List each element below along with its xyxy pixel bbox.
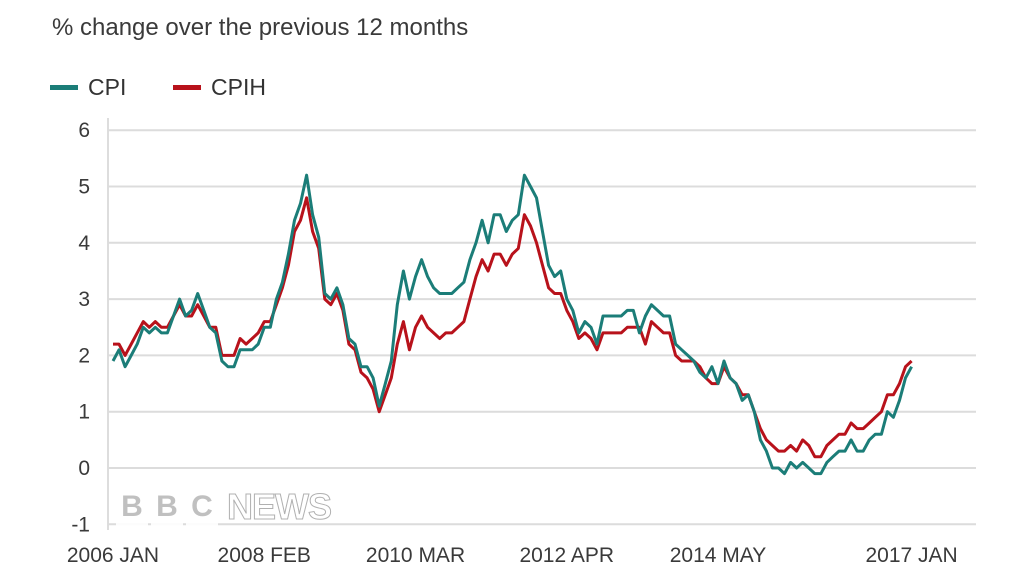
legend-swatch-cpi: [50, 85, 78, 90]
y-tick-label: 5: [78, 176, 90, 199]
x-tick-label: 2014 MAY: [670, 544, 767, 567]
y-tick-label: 4: [78, 232, 90, 255]
x-tick-label: 2006 JAN: [67, 544, 159, 567]
y-tick-label: 1: [78, 401, 90, 424]
legend-item-cpih: CPIH: [173, 74, 266, 101]
y-tick-label: 2: [78, 344, 90, 367]
series-line-cpi: [111, 173, 913, 476]
y-tick-label: -1: [71, 513, 90, 536]
y-tick-label: 6: [78, 119, 90, 142]
bbc-news-logo: B B C NEWS: [116, 486, 333, 528]
chart-title: % change over the previous 12 months: [52, 14, 469, 41]
y-tick-label: 0: [78, 457, 90, 480]
series-line-cpih: [113, 196, 913, 459]
x-tick-label: 2017 JAN: [865, 544, 957, 567]
legend-item-cpi: CPI: [50, 74, 126, 101]
y-tick-label: 3: [78, 288, 90, 311]
legend-label-cpi: CPI: [88, 74, 127, 100]
legend-label-cpih: CPIH: [211, 74, 266, 100]
x-tick-label: 2012 APR: [519, 544, 614, 567]
x-tick-label: 2008 FEB: [218, 544, 311, 567]
x-tick-label: 2010 MAR: [366, 544, 465, 567]
legend-swatch-cpih: [173, 85, 201, 90]
